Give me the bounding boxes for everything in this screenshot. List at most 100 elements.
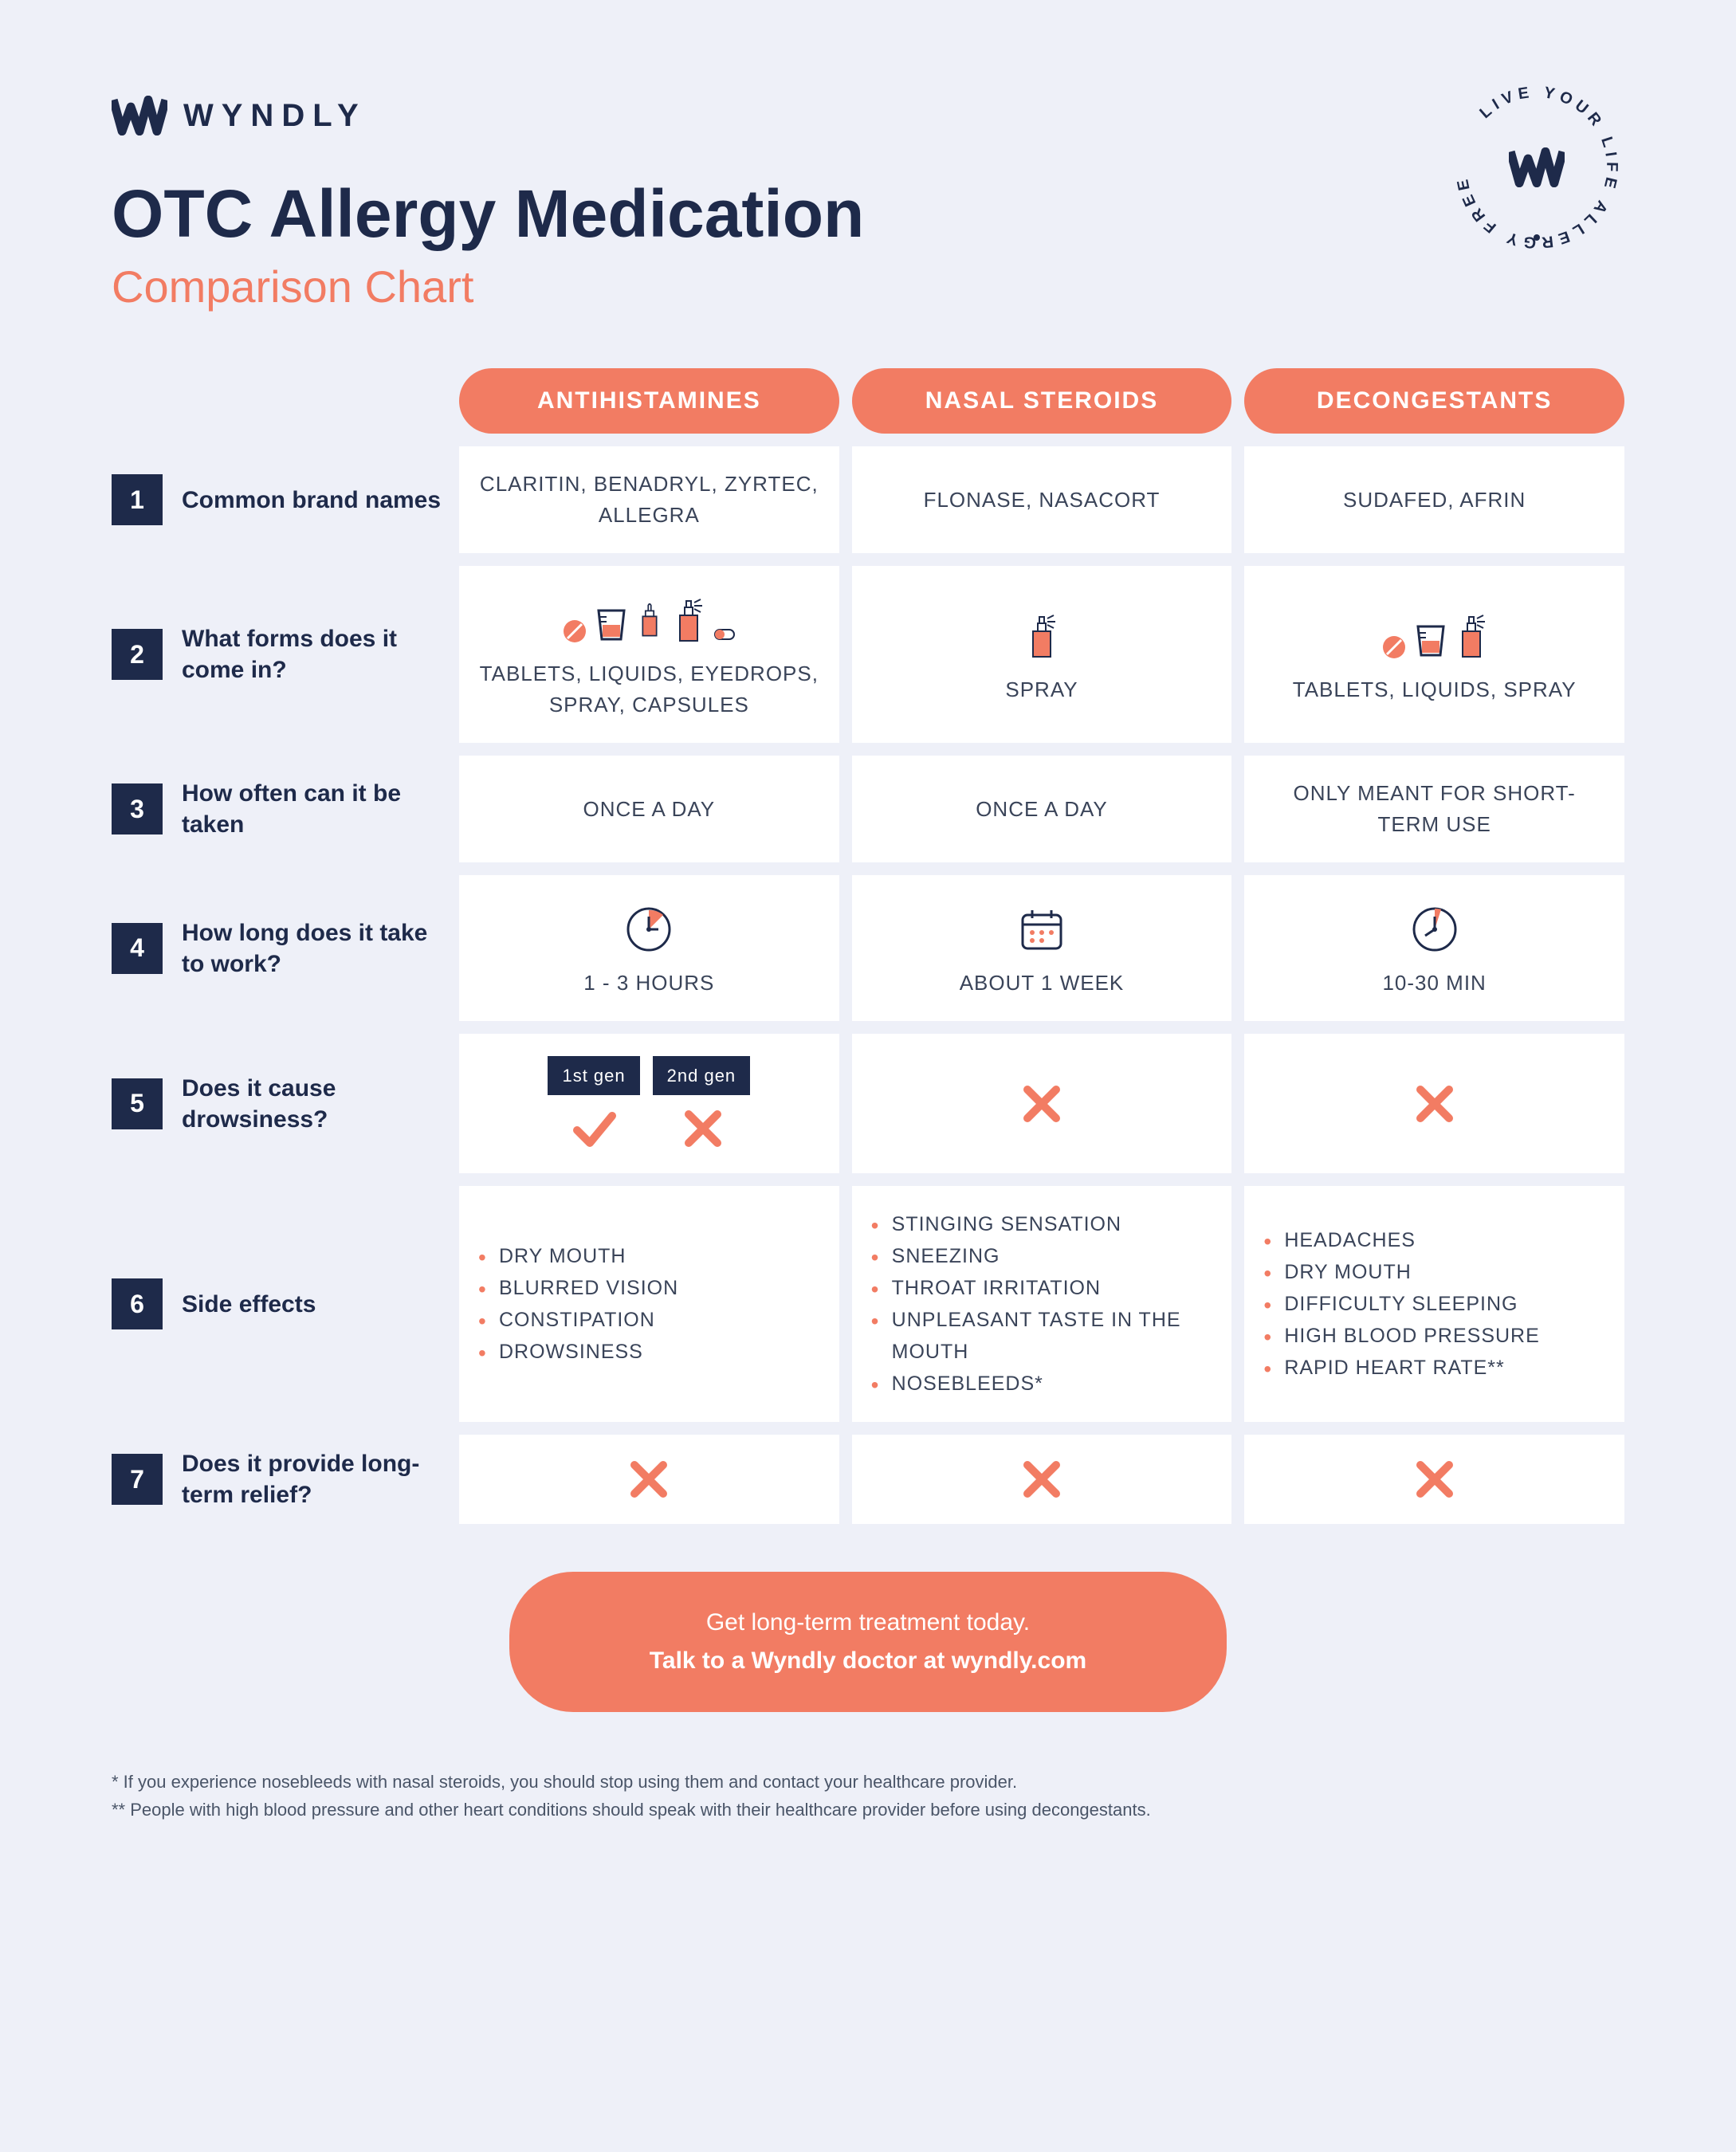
page-title: OTC Allergy Medication	[112, 175, 1624, 253]
form-icons	[1025, 604, 1058, 660]
cell: 10-30 MIN	[1244, 875, 1624, 1021]
list-item: CONSTIPATION	[478, 1304, 820, 1336]
row-label: 7Does it provide long-term relief?	[112, 1435, 446, 1524]
form-icons	[625, 897, 673, 953]
cell: SUDAFED, AFRIN	[1244, 446, 1624, 553]
x-icon	[1019, 1082, 1064, 1126]
list-item: STINGING SENSATION	[871, 1208, 1213, 1240]
ic-cup-icon	[595, 606, 627, 644]
list-item: DRY MOUTH	[1263, 1256, 1605, 1288]
cell-text: FLONASE, NASACORT	[924, 485, 1161, 516]
gen2-label: 2nd gen	[653, 1056, 751, 1095]
cell	[852, 1034, 1232, 1173]
list-item: NOSEBLEEDS*	[871, 1368, 1213, 1400]
ic-capsule-icon	[713, 625, 736, 644]
cell: ONCE A DAY	[852, 756, 1232, 862]
cell	[1244, 1034, 1624, 1173]
row-label-text: Does it provide long-term relief?	[182, 1448, 446, 1510]
list-item: DROWSINESS	[478, 1336, 820, 1368]
side-effects-list: HEADACHESDRY MOUTHDIFFICULTY SLEEPINGHIG…	[1263, 1224, 1605, 1384]
brand-name: WYNDLY	[183, 98, 367, 134]
cell-text: ABOUT 1 WEEK	[960, 968, 1125, 999]
cell: CLARITIN, BENADRYL, ZYRTEC, ALLEGRA	[459, 446, 839, 553]
cell-text: ONLY MEANT FOR SHORT-TERM USE	[1263, 778, 1605, 840]
row-label-text: How long does it take to work?	[182, 917, 446, 980]
list-item: BLURRED VISION	[478, 1272, 820, 1304]
cell: DRY MOUTHBLURRED VISIONCONSTIPATIONDROWS…	[459, 1186, 839, 1422]
cell: FLONASE, NASACORT	[852, 446, 1232, 553]
row-label-text: What forms does it come in?	[182, 623, 446, 685]
cell: TABLETS, LIQUIDS, EYEDROPS, SPRAY, CAPSU…	[459, 566, 839, 743]
cell-text: TABLETS, LIQUIDS, EYEDROPS, SPRAY, CAPSU…	[478, 658, 820, 721]
row-label-text: Does it cause drowsiness?	[182, 1073, 446, 1135]
gen1-label: 1st gen	[548, 1056, 639, 1095]
footnote-1: * If you experience nosebleeds with nasa…	[112, 1768, 1624, 1796]
row-label: 3 How often can it be taken	[112, 756, 446, 862]
row-label: 6Side effects	[112, 1186, 446, 1422]
ic-dropper-icon	[635, 603, 664, 644]
row-label-text: Common brand names	[182, 485, 441, 516]
row-label: 5 Does it cause drowsiness?	[112, 1034, 446, 1173]
footnote-2: ** People with high blood pressure and o…	[112, 1796, 1624, 1824]
form-icons	[562, 588, 736, 644]
side-effects-list: STINGING SENSATIONSNEEZINGTHROAT IRRITAT…	[871, 1208, 1213, 1400]
comparison-chart: ANTIHISTAMINES NASAL STEROIDS DECONGESTA…	[112, 368, 1624, 1524]
col-header-antihistamines: ANTIHISTAMINES	[459, 368, 839, 434]
cell: ONCE A DAY	[459, 756, 839, 862]
cell: HEADACHESDRY MOUTHDIFFICULTY SLEEPINGHIG…	[1244, 1186, 1624, 1422]
ic-calendar-icon	[1018, 905, 1066, 953]
row-number: 3	[112, 783, 163, 834]
logo-icon	[112, 96, 167, 135]
form-icons	[1411, 897, 1459, 953]
list-item: THROAT IRRITATION	[871, 1272, 1213, 1304]
ic-clock-icon	[625, 905, 673, 953]
row-number: 4	[112, 923, 163, 974]
ic-spray-icon	[1455, 612, 1488, 660]
form-icons	[1018, 897, 1066, 953]
badge: LIVE YOUR LIFE ALLERGY FREE	[1449, 80, 1624, 255]
page-subtitle: Comparison Chart	[112, 261, 1624, 312]
column-headers: ANTIHISTAMINES NASAL STEROIDS DECONGESTA…	[112, 368, 1624, 434]
cell: TABLETS, LIQUIDS, SPRAY	[1244, 566, 1624, 743]
row-label-text: How often can it be taken	[182, 778, 446, 840]
ic-spray-icon	[1025, 612, 1058, 660]
col-header-decongestants: DECONGESTANTS	[1244, 368, 1624, 434]
cell	[459, 1435, 839, 1524]
generation-marks	[572, 1106, 725, 1151]
cell-text: SUDAFED, AFRIN	[1343, 485, 1526, 516]
list-item: DIFFICULTY SLEEPING	[1263, 1288, 1605, 1320]
side-effects-list: DRY MOUTHBLURRED VISIONCONSTIPATIONDROWS…	[478, 1240, 820, 1368]
cell	[852, 1435, 1232, 1524]
cell-text: ONCE A DAY	[976, 794, 1108, 825]
cell-text: TABLETS, LIQUIDS, SPRAY	[1293, 674, 1577, 705]
generation-labels: 1st gen 2nd gen	[548, 1056, 750, 1095]
row-number: 1	[112, 474, 163, 525]
table-row: 7Does it provide long-term relief?	[112, 1435, 1624, 1524]
list-item: HIGH BLOOD PRESSURE	[1263, 1320, 1605, 1352]
cta-line1: Get long-term treatment today.	[525, 1604, 1211, 1642]
cta-banner[interactable]: Get long-term treatment today. Talk to a…	[509, 1572, 1227, 1712]
cell: ABOUT 1 WEEK	[852, 875, 1232, 1021]
cell: 1 - 3 HOURS	[459, 875, 839, 1021]
ic-cup-icon	[1415, 622, 1447, 660]
table-row: 6Side effectsDRY MOUTHBLURRED VISIONCONS…	[112, 1186, 1624, 1422]
x-icon	[1019, 1457, 1064, 1502]
header: WYNDLY LIVE YOUR LIFE ALLERGY FREE OTC A…	[112, 96, 1624, 312]
row-number: 2	[112, 629, 163, 680]
form-icons	[1381, 604, 1488, 660]
cell: 1st gen 2nd gen	[459, 1034, 839, 1173]
ic-spray-icon	[672, 596, 705, 644]
table-row: 5 Does it cause drowsiness? 1st gen 2nd g…	[112, 1034, 1624, 1173]
table-row: 4 How long does it take to work?1 - 3 HOU…	[112, 875, 1624, 1021]
cell: SPRAY	[852, 566, 1232, 743]
cell: STINGING SENSATIONSNEEZINGTHROAT IRRITAT…	[852, 1186, 1232, 1422]
row-label: 1 Common brand names	[112, 446, 446, 553]
x-icon	[1412, 1082, 1457, 1126]
ic-tablet-icon	[1381, 634, 1407, 660]
row-number: 5	[112, 1078, 163, 1129]
table-row: 2 What forms does it come in? TABLETS, LIQ…	[112, 566, 1624, 743]
cell-text: SPRAY	[1005, 674, 1078, 705]
cell-text: 10-30 MIN	[1382, 968, 1486, 999]
row-number: 6	[112, 1278, 163, 1329]
footnotes: * If you experience nosebleeds with nasa…	[112, 1768, 1624, 1824]
